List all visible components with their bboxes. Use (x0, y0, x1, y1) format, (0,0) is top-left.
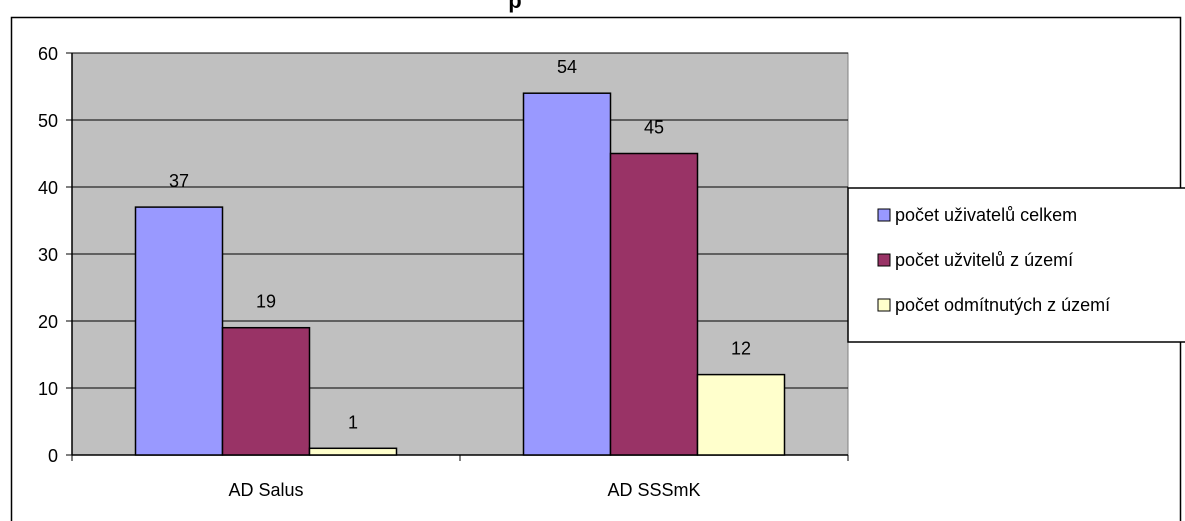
bar (609, 152, 699, 456)
data-label: 54 (557, 57, 577, 77)
y-tick-label: 60 (38, 44, 58, 64)
legend-box (847, 187, 1185, 343)
data-label: 37 (169, 171, 189, 191)
legend: počet uživatelů celkem počet užvitelů z ú… (847, 187, 1185, 343)
legend-label: počet odmítnutých z území (895, 295, 1110, 315)
y-tick-label: 50 (38, 111, 58, 131)
chart-title: p (508, 0, 521, 13)
y-tick-label: 20 (38, 312, 58, 332)
x-category-label: AD SSSmK (607, 480, 700, 500)
legend-swatch (877, 253, 891, 267)
y-tick-label: 30 (38, 245, 58, 265)
y-tick-label: 0 (48, 446, 58, 466)
bar (522, 92, 612, 456)
data-label: 45 (644, 118, 664, 138)
legend-label: počet uživatelů celkem (895, 205, 1077, 225)
bar (221, 326, 311, 456)
x-category-label: AD Salus (228, 480, 303, 500)
y-tick-label: 10 (38, 379, 58, 399)
bar (696, 373, 786, 456)
legend-swatch (877, 208, 891, 222)
data-label: 1 (348, 412, 358, 432)
legend-label: počet užvitelů z území (895, 250, 1073, 270)
y-tick-label: 40 (38, 178, 58, 198)
data-label: 19 (256, 292, 276, 312)
bar (308, 447, 398, 456)
bar (134, 206, 224, 456)
legend-swatch (877, 298, 891, 312)
data-label: 12 (731, 339, 751, 359)
